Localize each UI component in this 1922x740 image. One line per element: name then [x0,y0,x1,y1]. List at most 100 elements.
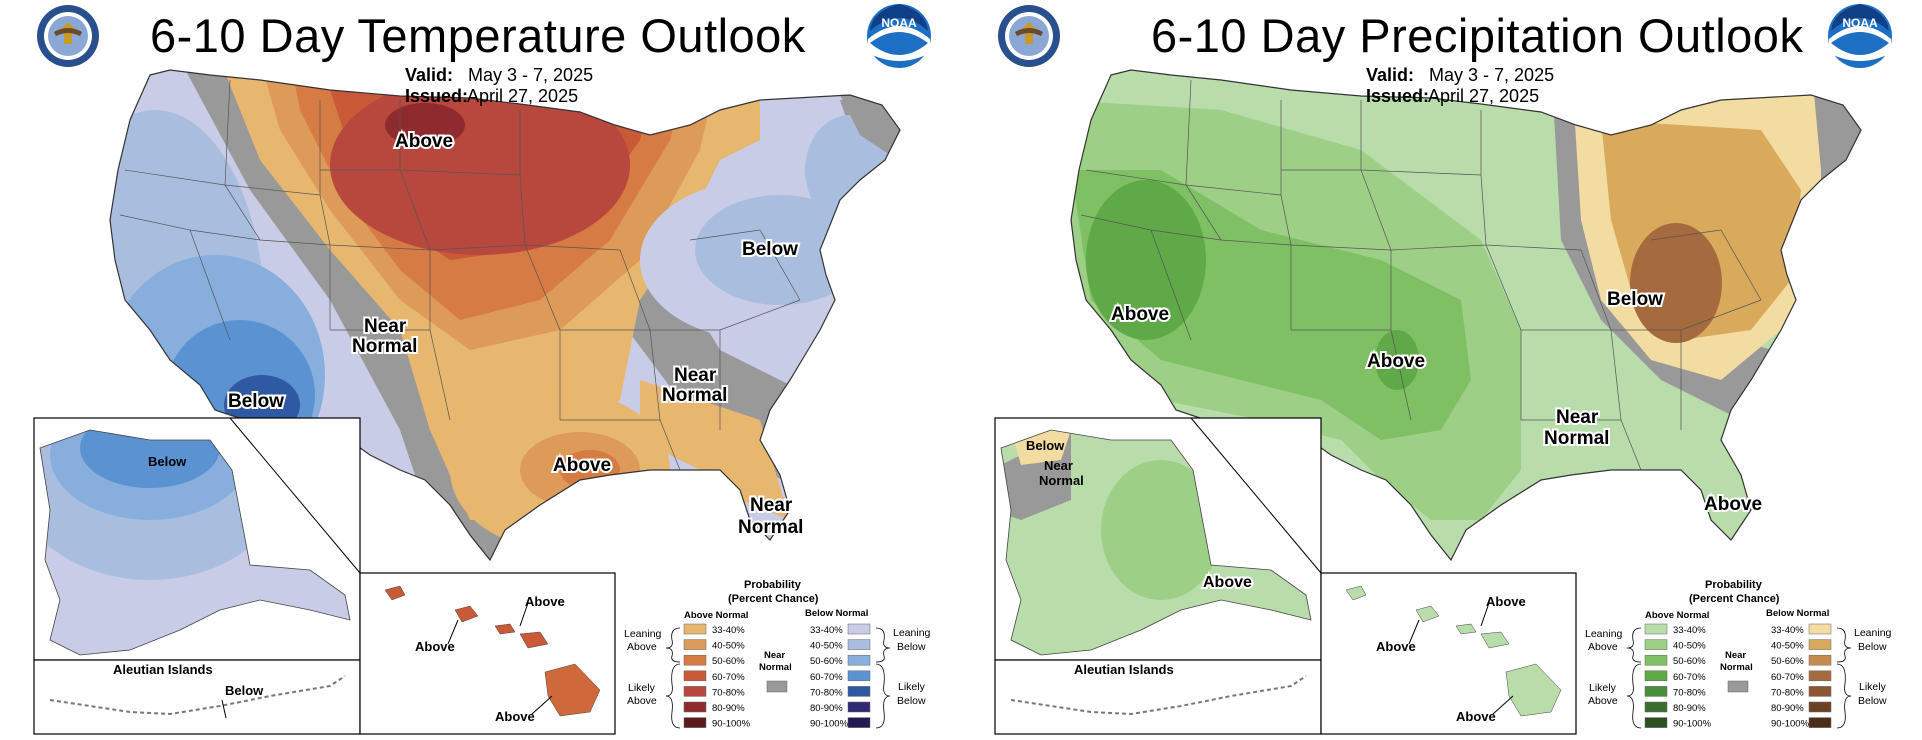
svg-text:Above: Above [627,695,657,707]
hawaii-label-west: Above [1376,639,1416,654]
temperature-outlook-panel: Below Aleutian Islands Below Above Above… [33,4,931,735]
legend-swatch-above-2 [1644,654,1668,666]
svg-text:NOAA: NOAA [881,16,917,30]
svg-text:Leaning: Leaning [1854,627,1892,639]
alaska-label-below: Below [1026,438,1065,453]
legend-range-above-2: 50-60% [712,656,745,667]
svg-text:Near: Near [364,316,407,337]
legend-range-below-1: 40-50% [1771,641,1804,652]
svg-text:Near: Near [764,650,785,661]
legend-swatch-below-3 [847,670,871,682]
precipitation-outlook-panel: Below Near Normal Above Aleutian Islands… [961,0,1922,740]
svg-text:Normal: Normal [738,517,803,538]
svg-text:Near: Near [1725,650,1746,661]
legend-range-above-5: 80-90% [1673,703,1706,714]
legend-range-below-3: 60-70% [810,672,843,683]
legend-range-below-6: 90-100% [810,719,849,730]
svg-text:Normal: Normal [662,385,727,406]
legend-swatch-above-3 [1644,670,1668,682]
alaska-label-above: Above [1203,574,1252,591]
svg-text:Leaning: Leaning [624,628,662,640]
map-label-above-central: Above [1367,351,1425,372]
legend-swatch-above-1 [683,639,707,650]
svg-text:Near: Near [1556,407,1599,428]
legend-swatch-below-5 [1808,701,1832,713]
legend-swatch-above-5 [1644,701,1668,713]
hawaii-label-north: Above [525,594,565,609]
legend-range-above-3: 60-70% [712,672,745,683]
hawaii-label-south: Above [1456,709,1496,724]
legend-swatch-below-2 [847,654,871,666]
legend-range-above-5: 80-90% [712,703,745,714]
legend-range-above-3: 60-70% [1673,672,1706,683]
svg-text:Normal: Normal [1039,473,1084,488]
legend-range-above-6: 90-100% [712,719,751,730]
legend-swatch-above-3 [683,670,707,682]
legend-range-below-1: 40-50% [810,641,843,652]
legend-swatch-above-5 [683,701,707,713]
svg-text:Probability: Probability [744,579,802,591]
map-label-above-south: Above [553,455,611,476]
svg-text:Below Normal: Below Normal [1766,608,1829,619]
map-label-below-east: Below [1607,289,1663,310]
noaa-logo: NOAA [1827,3,1893,69]
page-title: 6-10 Day Temperature Outlook [150,9,806,62]
map-label-near-normal-south: Near Normal [1542,405,1611,451]
legend-range-below-0: 33-40% [810,625,843,636]
legend-range-below-5: 80-90% [810,703,843,714]
alaska-label: Below [148,454,187,469]
svg-text:NOAA: NOAA [1842,16,1878,30]
issued-date: Issued: April 27, 2025 [1366,86,1540,106]
legend-swatch-below-0 [847,623,871,635]
map-label-above-west: Above [1111,304,1169,325]
legend-swatch-below-3 [1808,670,1832,682]
legend-swatch-above-0 [1644,623,1668,635]
map-label-near-normal-west: Near Normal [350,314,419,359]
svg-text:Below: Below [1858,695,1887,707]
svg-text:Above: Above [1588,695,1618,707]
svg-text:Leaning: Leaning [1585,628,1623,640]
legend-swatch-below-5 [847,701,871,713]
legend-swatch-below-0 [1808,623,1832,635]
legend-swatch-below-6 [847,717,871,728]
temperature-legend: Probability (Percent Chance) Above Norma… [624,579,931,730]
map-label-near-normal-florida: Near Normal [736,493,805,540]
legend-swatch-below-1 [847,639,871,650]
precipitation-map: Below Near Normal Above Aleutian Islands… [994,69,1892,735]
aleutian-label: Below [225,683,264,698]
svg-text:Normal: Normal [352,336,417,357]
legend-range-below-4: 70-80% [810,687,843,698]
svg-text:Near: Near [750,495,793,516]
legend-swatch-above-1 [1644,639,1668,650]
svg-text:Near: Near [1044,458,1073,473]
hawaii-label-south: Above [495,709,535,724]
legend-range-below-4: 70-80% [1771,687,1804,698]
map-label-above-north: Above [395,131,453,152]
alaska-label-near-normal: Near Normal [1039,458,1084,488]
hawaii-label-north: Above [1486,594,1526,609]
legend-range-above-0: 33-40% [1673,625,1706,636]
legend-range-above-0: 33-40% [712,625,745,636]
legend-swatch-below-6 [1808,717,1832,728]
svg-text:Leaning: Leaning [893,627,931,639]
legend-range-below-0: 33-40% [1771,625,1804,636]
hawaii-label-west: Above [415,639,455,654]
legend-swatch-above-6 [1644,717,1668,728]
valid-dates: Valid: May 3 - 7, 2025 [405,65,594,85]
svg-text:Normal: Normal [1720,662,1753,673]
map-label-below-northeast: Below [742,239,798,260]
svg-text:Normal: Normal [759,662,792,673]
legend-range-below-6: 90-100% [1771,719,1810,730]
legend-swatch-below-4 [847,686,871,697]
legend-swatch-below-4 [1808,686,1832,697]
svg-text:Likely: Likely [898,681,926,693]
legend-swatch-above-6 [683,717,707,728]
svg-text:Probability: Probability [1705,579,1763,591]
legend-swatch-below-1 [1808,639,1832,650]
svg-text:(Percent Chance): (Percent Chance) [728,593,819,605]
legend-range-below-2: 50-60% [1771,656,1804,667]
aleutian-title: Aleutian Islands [113,662,213,677]
svg-text:Below: Below [1858,641,1887,653]
aleutian-inset-frame [33,659,361,735]
legend-range-above-6: 90-100% [1673,719,1712,730]
